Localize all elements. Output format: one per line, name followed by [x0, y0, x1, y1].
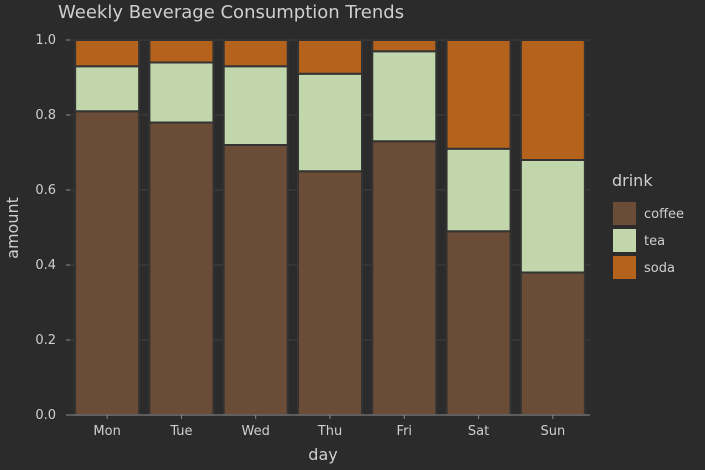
x-tick-label-thu: Thu: [317, 424, 342, 439]
y-axis-label: amount: [3, 197, 22, 259]
bar-soda-mon: [74, 39, 141, 68]
bar-coffee-sat: [445, 230, 512, 416]
x-tick-label-tue: Tue: [169, 424, 192, 439]
bars-layer: [74, 39, 586, 416]
y-tick-label-1: 0.2: [35, 333, 56, 348]
legend-swatch-soda: [613, 256, 636, 279]
legend-label-soda: soda: [644, 261, 675, 276]
bar-soda-wed: [222, 39, 289, 68]
bar-soda-tue: [148, 39, 215, 64]
bar-tea-sat: [445, 147, 512, 233]
legend-swatch-coffee: [613, 202, 636, 225]
y-tick-label-0: 0.0: [35, 408, 56, 423]
bar-soda-fri: [371, 39, 438, 53]
y-tick-label-2: 0.4: [35, 258, 56, 273]
bar-coffee-fri: [371, 140, 438, 416]
bar-coffee-wed: [222, 144, 289, 416]
x-axis-label: day: [308, 445, 337, 464]
legend-title: drink: [612, 171, 653, 190]
bar-tea-thu: [297, 72, 363, 173]
bar-soda-sat: [445, 39, 512, 150]
x-tick-label-wed: Wed: [242, 424, 270, 439]
chart-title: Weekly Beverage Consumption Trends: [58, 2, 404, 23]
y-tick-label-3: 0.6: [35, 183, 56, 198]
legend: drink coffee tea soda: [612, 171, 684, 279]
legend-label-tea: tea: [644, 234, 665, 249]
axis-layer: 0.0 0.2 0.4 0.6 0.8 1.0 Mon Tue Wed Thu Fri Sat Sun: [35, 33, 590, 439]
bar-soda-sun: [519, 39, 586, 161]
bar-tea-mon: [74, 65, 141, 113]
bar-tea-fri: [371, 50, 438, 143]
legend-swatch-tea: [613, 229, 636, 252]
x-tick-label-fri: Fri: [397, 424, 413, 439]
x-tick-label-sat: Sat: [468, 424, 489, 439]
bar-coffee-tue: [148, 121, 215, 416]
y-tick-label-5: 1.0: [35, 33, 56, 48]
bar-coffee-thu: [297, 170, 363, 416]
bar-coffee-mon: [74, 110, 141, 416]
x-tick-label-sun: Sun: [540, 424, 565, 439]
x-tick-label-mon: Mon: [93, 424, 120, 439]
bar-tea-sun: [519, 159, 586, 274]
bar-tea-tue: [148, 61, 215, 124]
y-tick-label-4: 0.8: [35, 108, 56, 123]
bar-tea-wed: [222, 65, 289, 146]
legend-label-coffee: coffee: [644, 207, 684, 222]
bar-soda-thu: [297, 39, 363, 75]
bar-coffee-sun: [519, 271, 586, 416]
